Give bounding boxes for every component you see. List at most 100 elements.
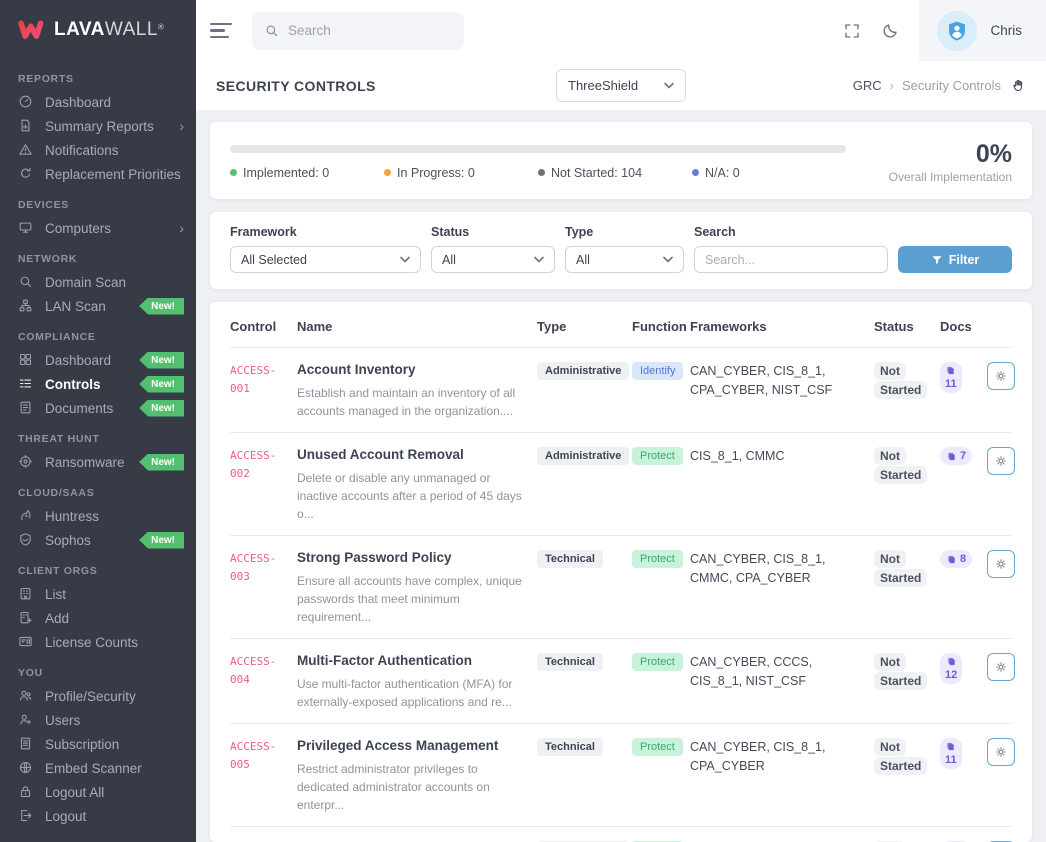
sidebar-item-license-counts[interactable]: License Counts (0, 630, 196, 654)
status-badge: Not Started (874, 738, 927, 775)
filter-search-input[interactable] (694, 246, 888, 273)
document-icon (18, 400, 34, 416)
copy-docs-icon (946, 656, 957, 667)
table-row[interactable]: ACCESS-001Account InventoryEstablish and… (230, 347, 1012, 432)
sidebar-item-subscription[interactable]: Subscription (0, 732, 196, 756)
control-name[interactable]: Account Inventory (297, 362, 537, 377)
control-name[interactable]: Multi-Factor Authentication (297, 653, 537, 668)
control-code[interactable]: ACCESS-004 (230, 653, 288, 689)
sidebar-item-huntress[interactable]: Huntress (0, 504, 196, 528)
cell-control: ACCESS-003 (230, 550, 297, 586)
control-code[interactable]: ACCESS-003 (230, 550, 288, 586)
cell-docs: 7 (940, 447, 987, 465)
search-filter-group: Search (694, 225, 888, 273)
settings-button[interactable] (987, 447, 1015, 475)
docs-badge[interactable]: 11 (940, 738, 962, 769)
sidebar-item-sophos[interactable]: SophosNew! (0, 528, 196, 552)
logout-icon (18, 808, 34, 824)
menu-toggle-button[interactable] (210, 18, 236, 44)
filter-button[interactable]: Filter (898, 246, 1012, 273)
table-header-row: ControlNameTypeFunctionFrameworksStatusD… (230, 304, 1012, 347)
control-name[interactable]: Privileged Access Management (297, 738, 537, 753)
status-badge: Not Started (874, 362, 927, 399)
control-code[interactable]: ACCESS-002 (230, 447, 288, 483)
table-row[interactable]: ACCESS-006Role-Based Access ControlImple… (230, 826, 1012, 842)
sidebar-item-label: Huntress (45, 509, 99, 524)
sidebar-item-list[interactable]: List (0, 582, 196, 606)
sidebar-item-label: Domain Scan (45, 275, 126, 290)
grid-icon (18, 352, 34, 368)
sidebar-item-summary-reports[interactable]: Summary Reports› (0, 114, 196, 138)
nav-section-you: YOU (0, 654, 196, 684)
status-filter-group: Status All (431, 225, 555, 273)
search-input[interactable] (288, 23, 465, 38)
fullscreen-button[interactable] (833, 12, 871, 50)
sidebar-item-replacement-priorities[interactable]: Replacement Priorities (0, 162, 196, 186)
settings-button[interactable] (987, 738, 1015, 766)
docs-badge[interactable]: 7 (940, 447, 972, 465)
target-icon (18, 454, 34, 470)
docs-badge[interactable]: 12 (940, 653, 962, 684)
cell-function: Identify (632, 362, 690, 380)
dark-mode-button[interactable] (871, 12, 909, 50)
user-plus-icon (18, 712, 34, 728)
user-menu[interactable]: Chris (919, 0, 1046, 61)
nav-section-devices: DEVICES (0, 186, 196, 216)
cell-name: Account InventoryEstablish and maintain … (297, 362, 537, 420)
sidebar-item-embed-scanner[interactable]: Embed Scanner (0, 756, 196, 780)
status-select[interactable]: All (431, 246, 555, 273)
shield-icon (18, 532, 34, 548)
table-row[interactable]: ACCESS-004Multi-Factor AuthenticationUse… (230, 638, 1012, 723)
settings-button[interactable] (987, 362, 1015, 390)
copy-docs-icon (945, 741, 956, 752)
card-icon (18, 634, 34, 650)
sidebar-item-notifications[interactable]: Notifications (0, 138, 196, 162)
sidebar-item-logout[interactable]: Logout (0, 804, 196, 828)
cell-type: Technical (537, 653, 632, 671)
cell-control: ACCESS-002 (230, 447, 297, 483)
framework-select-value: All Selected (241, 253, 307, 267)
sidebar-item-logout-all[interactable]: Logout All (0, 780, 196, 804)
page-header: SECURITY CONTROLS ThreeShield GRC › Secu… (196, 61, 1046, 110)
settings-button[interactable] (987, 653, 1015, 681)
sidebar-item-label: Dashboard (45, 95, 111, 110)
sidebar-item-controls[interactable]: ControlsNew! (0, 372, 196, 396)
control-name[interactable]: Strong Password Policy (297, 550, 537, 565)
sidebar-item-documents[interactable]: DocumentsNew! (0, 396, 196, 420)
control-name[interactable]: Unused Account Removal (297, 447, 537, 462)
legend-dot (384, 169, 391, 176)
sidebar-item-label: Users (45, 713, 80, 728)
sidebar-item-lan-scan[interactable]: LAN ScanNew! (0, 294, 196, 318)
copy-docs-icon (946, 554, 957, 565)
table-row[interactable]: ACCESS-002Unused Account RemovalDelete o… (230, 432, 1012, 535)
org-selector[interactable]: ThreeShield (556, 69, 686, 102)
settings-button[interactable] (987, 550, 1015, 578)
chevron-down-icon (663, 256, 673, 263)
framework-select[interactable]: All Selected (230, 246, 421, 273)
function-badge: Identify (632, 362, 683, 380)
sidebar-item-computers[interactable]: Computers› (0, 216, 196, 240)
control-code[interactable]: ACCESS-001 (230, 362, 288, 398)
sidebar-item-add[interactable]: Add (0, 606, 196, 630)
control-code[interactable]: ACCESS-005 (230, 738, 288, 774)
sidebar-item-dashboard[interactable]: DashboardNew! (0, 348, 196, 372)
hand-icon (1011, 78, 1026, 93)
table-row[interactable]: ACCESS-003Strong Password PolicyEnsure a… (230, 535, 1012, 638)
sidebar-item-ransomware[interactable]: RansomwareNew! (0, 450, 196, 474)
topbar: Chris (196, 0, 1046, 61)
sidebar-item-label: Add (45, 611, 69, 626)
sidebar-item-domain-scan[interactable]: Domain Scan (0, 270, 196, 294)
docs-badge[interactable]: 11 (940, 362, 962, 393)
sidebar-item-profile-security[interactable]: Profile/Security (0, 684, 196, 708)
table-row[interactable]: ACCESS-005Privileged Access ManagementRe… (230, 723, 1012, 826)
lavawall-logo[interactable]: LAVAWALL® (0, 0, 196, 60)
type-select[interactable]: All (565, 246, 684, 273)
nav-section-compliance: COMPLIANCE (0, 318, 196, 348)
docs-badge[interactable]: 8 (940, 550, 972, 568)
filter-button-label: Filter (949, 253, 980, 267)
global-search[interactable] (252, 12, 464, 50)
sidebar-item-dashboard[interactable]: Dashboard (0, 90, 196, 114)
sidebar-item-users[interactable]: Users (0, 708, 196, 732)
breadcrumb-grc[interactable]: GRC (853, 78, 882, 93)
cell-frameworks: CAN_CYBER, CCCS, CIS_8_1, NIST_CSF (690, 653, 874, 692)
